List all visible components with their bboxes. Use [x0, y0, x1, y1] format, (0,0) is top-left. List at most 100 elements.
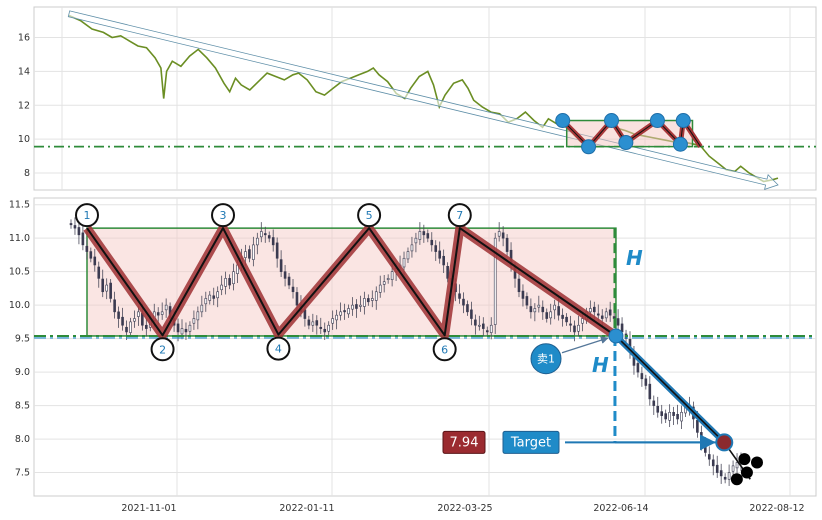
candle-body [156, 312, 160, 316]
y-tick-label: 7.5 [15, 468, 30, 479]
candle-body [279, 259, 283, 272]
candle-body [680, 411, 683, 422]
pivot-circle [357, 203, 382, 228]
candle-body [569, 323, 572, 326]
y-tick-label: 11.5 [9, 200, 30, 211]
candle-body [212, 295, 216, 299]
candle-body [656, 405, 660, 413]
candle-body [228, 278, 231, 286]
candle-body [422, 231, 426, 236]
candle-body [77, 227, 81, 236]
candle-body [283, 271, 287, 279]
candle-body [335, 314, 338, 321]
candle-body [573, 325, 576, 333]
y-tick-label: 9.0 [15, 367, 30, 378]
height-label-lower: H [592, 353, 609, 377]
pivot-label: 1 [84, 209, 91, 222]
candle-body [493, 237, 497, 325]
tail-dot [730, 473, 743, 486]
sell-label: 卖1 [537, 353, 555, 366]
candle-body [351, 304, 354, 310]
candle-body [390, 271, 394, 280]
candle-body [97, 266, 101, 279]
candle-body [160, 311, 164, 315]
candle-body [711, 459, 715, 467]
candle-body [117, 311, 120, 319]
candle-body [164, 304, 168, 311]
candle-body [470, 309, 473, 319]
pivot-label: 7 [456, 209, 463, 222]
pivot-label: 4 [275, 343, 282, 356]
candle-body [735, 462, 739, 469]
candle-body [176, 323, 180, 333]
pattern-point [555, 113, 571, 129]
candle-body [715, 464, 719, 473]
candle-body [109, 282, 112, 299]
candle-body [93, 256, 97, 266]
pivot-circle [75, 203, 99, 228]
candle-body [604, 311, 608, 319]
pattern-point [581, 139, 597, 155]
pivot-circle [266, 336, 291, 361]
candle-body [537, 304, 541, 308]
candle-body [406, 251, 410, 260]
candle-body [529, 306, 533, 313]
candle-body [620, 323, 624, 333]
candle-body [311, 321, 315, 326]
candle-body [359, 304, 362, 307]
candle-body [557, 306, 560, 316]
candle-body [644, 378, 648, 386]
projection-line-core [615, 335, 725, 443]
candle-body [707, 454, 711, 460]
candle-body [267, 235, 271, 239]
candle-body [652, 400, 656, 406]
candle-body [386, 278, 390, 280]
x-tick-label: 2022-03-25 [437, 503, 492, 514]
candle-body [101, 278, 105, 293]
candle-body [727, 472, 731, 480]
target-value: 7.94 [450, 435, 479, 450]
pattern-point [649, 113, 665, 129]
candle-body [402, 257, 406, 268]
x-tick-label: 2022-08-12 [749, 503, 804, 514]
candle-body [263, 233, 267, 236]
candle-body [446, 266, 449, 279]
pattern-point [675, 113, 691, 129]
candle-body [256, 237, 259, 246]
candle-body [505, 237, 509, 252]
overview-y-ticks: 8 10 12 14 16 [18, 33, 30, 180]
candle-body [466, 304, 469, 313]
candle-body [589, 308, 592, 313]
candle-body [295, 292, 299, 306]
candle-body [426, 233, 430, 239]
candle-body [188, 324, 192, 332]
candle-body [545, 312, 549, 319]
candle-body [319, 326, 323, 329]
candle-body [525, 296, 529, 306]
candle-body [323, 328, 327, 333]
candle-body [378, 284, 382, 293]
candle-body [259, 231, 263, 238]
breakout-marker [608, 328, 624, 344]
candle-body [561, 314, 564, 319]
pivot-circle [432, 337, 457, 362]
candle-body [307, 319, 311, 326]
candle-body [327, 324, 330, 332]
candle-body [501, 232, 505, 239]
x-axis-ticks: 2021-11-01 2022-01-11 2022-03-25 2022-06-14… [121, 503, 804, 514]
candle-body [371, 298, 374, 301]
candle-body [81, 232, 85, 246]
candle-body [430, 239, 434, 246]
pivot-circle [211, 203, 236, 228]
candle-body [355, 304, 358, 309]
pivot-label: 2 [159, 343, 166, 356]
candle-body [418, 231, 422, 240]
candle-body [184, 328, 188, 333]
candle-body [192, 318, 196, 324]
candle-body [608, 309, 612, 316]
pivot-circle [150, 337, 175, 362]
candle-body [438, 250, 441, 259]
pivot-label: 5 [366, 209, 373, 222]
y-tick-label: 10 [18, 134, 30, 145]
candle-body [180, 328, 184, 335]
